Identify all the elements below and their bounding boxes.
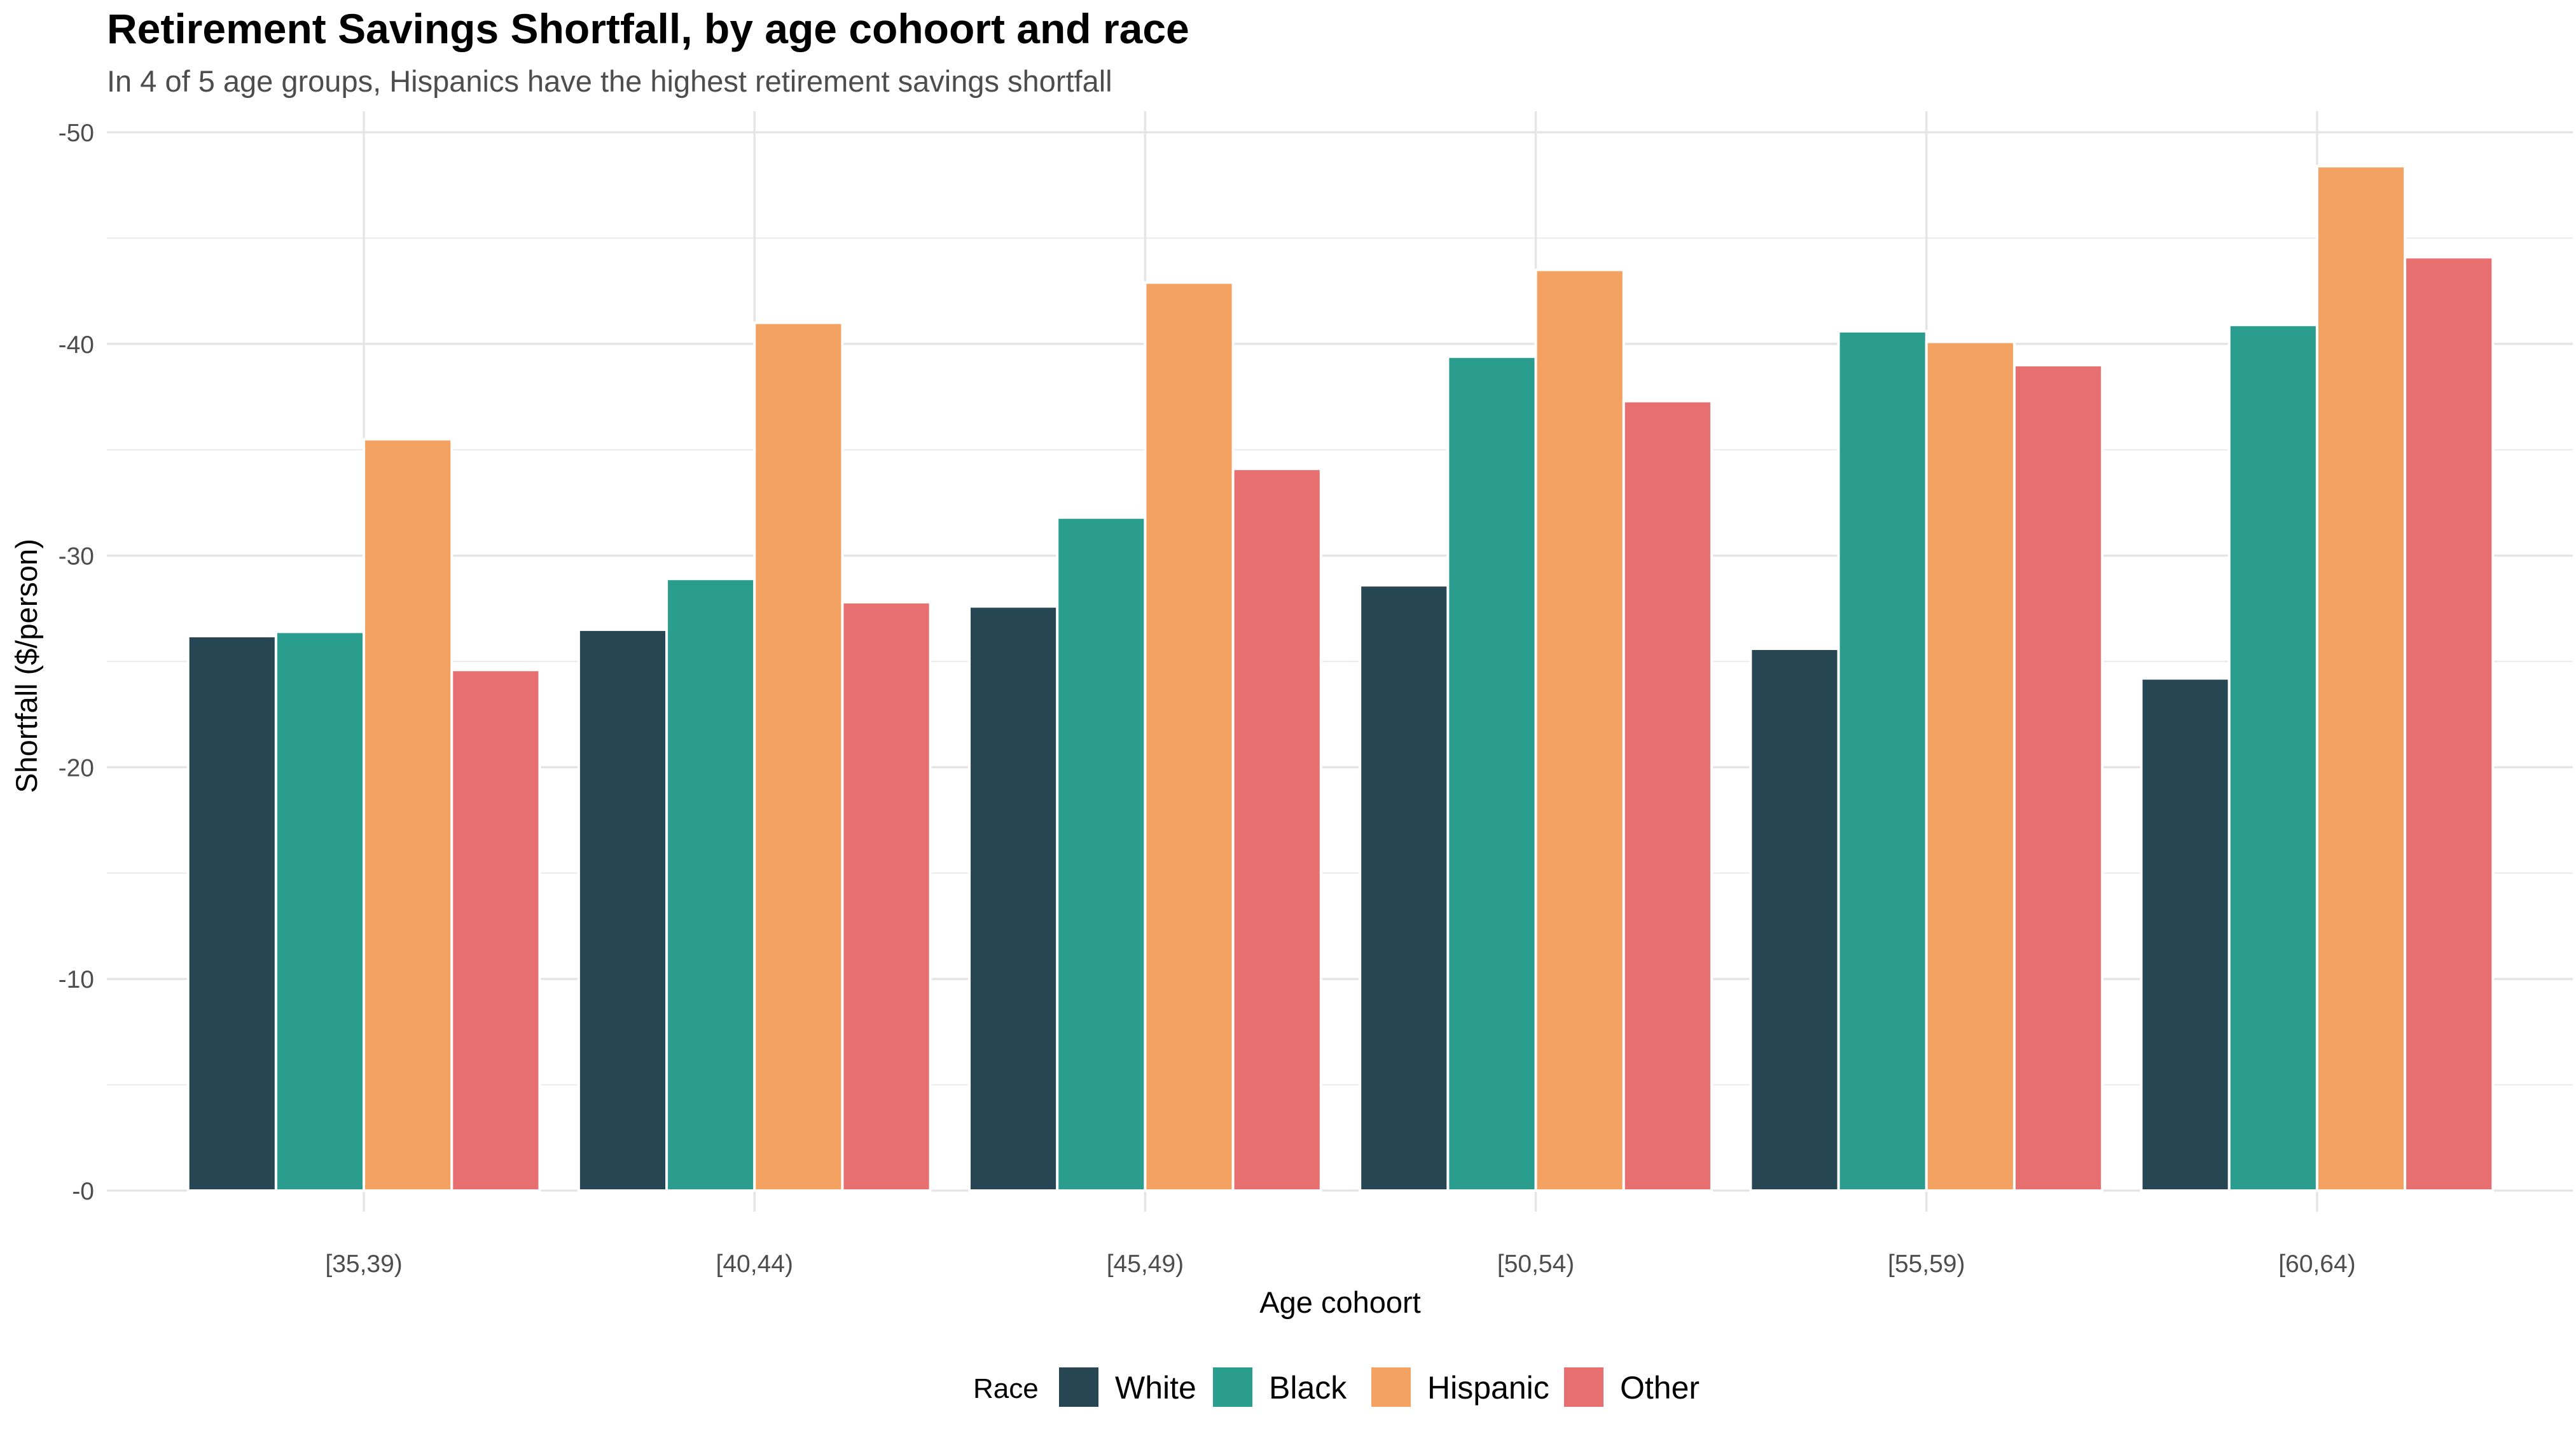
legend-label-black: Black [1269, 1370, 1347, 1406]
legend-key-white [1059, 1367, 1098, 1407]
bar-black-4 [1446, 355, 1537, 1192]
legend-title: Race [973, 1373, 1039, 1404]
x-axis-title: Age cohoort [1259, 1285, 1420, 1319]
bar-hispanic-6 [2315, 165, 2407, 1192]
x-tick-label: [50,54) [1497, 1250, 1574, 1278]
x-axis-ticks: [35,39) [40,44) [45,49) [50,54) [55,59) [60,6… [325, 1250, 2355, 1278]
bars [186, 165, 2495, 1192]
legend-key-other [1564, 1367, 1603, 1407]
bar-other-2 [841, 600, 932, 1192]
chart-title: Retirement Savings Shortfall, by age coh… [107, 5, 1189, 52]
bar-other-1 [450, 668, 541, 1192]
bar-hispanic-1 [363, 438, 454, 1192]
y-tick-label: -30 [59, 543, 94, 570]
y-axis-title: Shortfall ($/person) [10, 539, 43, 793]
bar-white-3 [968, 605, 1059, 1192]
bar-hispanic-2 [753, 321, 844, 1192]
bar-black-5 [1837, 329, 1928, 1192]
bar-white-6 [2140, 677, 2231, 1192]
bar-hispanic-4 [1534, 268, 1625, 1192]
x-tick-label: [60,64) [2278, 1250, 2355, 1278]
bar-white-4 [1359, 584, 1450, 1192]
bar-white-2 [577, 628, 668, 1192]
legend: Race White Black Hispanic Other [973, 1367, 1700, 1407]
bar-black-2 [665, 577, 756, 1192]
y-tick-label: -0 [72, 1178, 94, 1205]
chart-subtitle: In 4 of 5 age groups, Hispanics have the… [107, 64, 1112, 98]
y-axis-ticks: -0 -10 -20 -30 -40 -50 [59, 120, 94, 1205]
bar-other-4 [1622, 399, 1713, 1192]
y-tick-label: -20 [59, 754, 94, 782]
y-tick-label: -10 [59, 966, 94, 993]
bar-white-1 [186, 635, 277, 1192]
bar-black-3 [1056, 516, 1147, 1192]
legend-key-hispanic [1371, 1367, 1411, 1407]
bar-hispanic-5 [1925, 340, 2016, 1192]
x-tick-label: [40,44) [716, 1250, 793, 1278]
bar-other-6 [2404, 256, 2495, 1192]
bar-hispanic-3 [1144, 281, 1235, 1192]
x-tick-label: [45,49) [1107, 1250, 1184, 1278]
bar-white-5 [1749, 647, 1840, 1192]
x-tick-label: [55,59) [1888, 1250, 1965, 1278]
bar-other-3 [1231, 467, 1322, 1192]
legend-label-hispanic: Hispanic [1427, 1370, 1549, 1406]
legend-label-white: White [1115, 1370, 1196, 1406]
x-tick-label: [35,39) [325, 1250, 402, 1278]
legend-key-black [1213, 1367, 1252, 1407]
bar-black-1 [274, 630, 366, 1192]
bar-black-6 [2227, 323, 2318, 1192]
y-tick-label: -50 [59, 120, 94, 147]
y-tick-label: -40 [59, 331, 94, 359]
legend-label-other: Other [1620, 1370, 1700, 1406]
bar-other-5 [2012, 364, 2104, 1192]
